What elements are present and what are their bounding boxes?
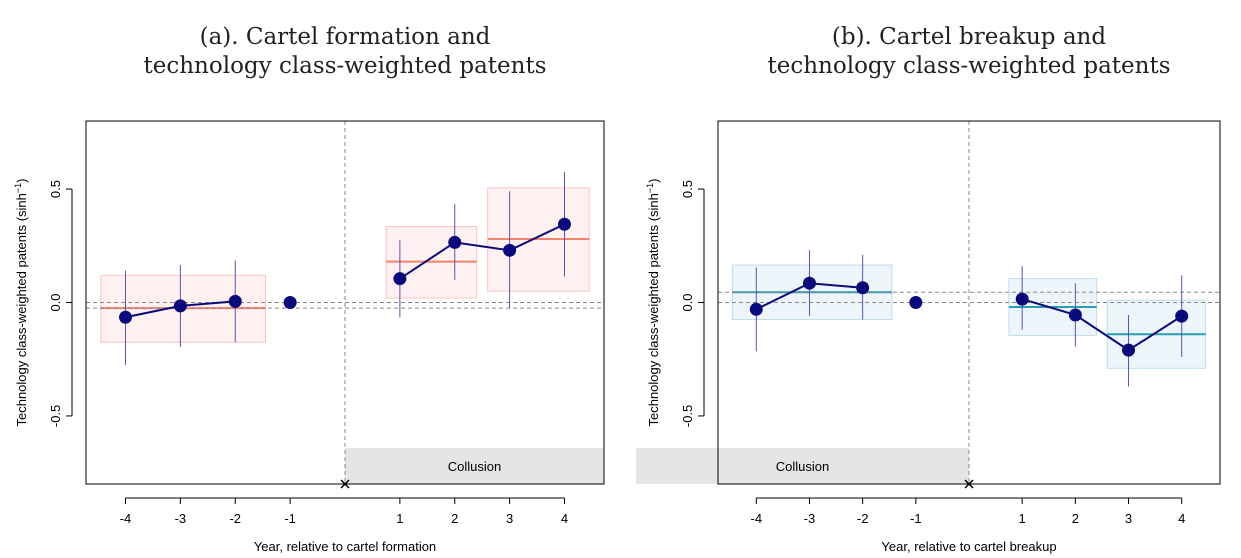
x-tick-label: 2 [451,511,458,526]
x-tick-label: 2 [1072,511,1079,526]
collusion-label: Collusion [776,459,829,474]
y-tick-label: 0.5 [48,180,63,198]
data-point [119,310,133,324]
chart-panel-a: (a). Cartel formation and technology clas… [13,24,605,554]
y-axis-label: Technology class-weighted patents (sinh−… [13,178,29,426]
event-marker [340,479,350,489]
x-axis-label: Year, relative to cartel formation [254,539,436,554]
x-tick-label: -2 [857,511,869,526]
y-tick-label: 0.5 [680,180,695,198]
chart-title-line: technology class-weighted patents [768,53,1171,79]
x-axis-label: Year, relative to cartel breakup [881,539,1056,554]
data-point [283,296,297,309]
data-point [557,217,571,231]
data-point [173,299,187,313]
data-point [856,281,870,295]
data-point [1015,292,1029,306]
y-tick-label: 0.0 [48,293,63,311]
x-tick-label: -4 [751,511,763,526]
collusion-band [345,448,604,484]
collusion-band [636,448,969,484]
chart-panel-b: (b). Cartel breakup and technology class-… [636,24,1221,554]
event-marker [964,479,974,489]
collusion-label: Collusion [448,459,501,474]
data-point [749,302,763,316]
x-tick-label: -2 [229,511,241,526]
data-point [1122,343,1136,357]
x-tick-label: -3 [175,511,187,526]
chart-title-line: technology class-weighted patents [144,53,547,79]
x-tick-label: 4 [1178,511,1185,526]
data-point [1175,309,1189,323]
data-point [228,294,242,308]
chart-title-line: (b). Cartel breakup and [832,24,1106,50]
x-tick-label: -3 [804,511,816,526]
x-tick-label: 4 [561,511,568,526]
y-tick-label: 0.0 [680,293,695,311]
data-point [448,235,462,249]
series-line [1021,298,1183,352]
x-tick-label: 3 [506,511,513,526]
y-axis-label: Technology class-weighted patents (sinh−… [645,178,661,426]
series-line [399,223,565,280]
x-tick-label: 1 [396,511,403,526]
x-tick-label: 3 [1125,511,1132,526]
y-tick-label: -0.5 [680,405,695,427]
x-tick-label: -1 [284,511,296,526]
x-tick-label: -1 [910,511,922,526]
data-point [802,276,816,290]
data-point [503,243,517,257]
x-tick-label: 1 [1019,511,1026,526]
data-point [1068,308,1082,322]
chart-title-line: (a). Cartel formation and [200,24,491,50]
data-point [393,272,407,286]
data-point [909,296,923,309]
y-tick-label: -0.5 [48,405,63,427]
x-tick-label: -4 [120,511,132,526]
